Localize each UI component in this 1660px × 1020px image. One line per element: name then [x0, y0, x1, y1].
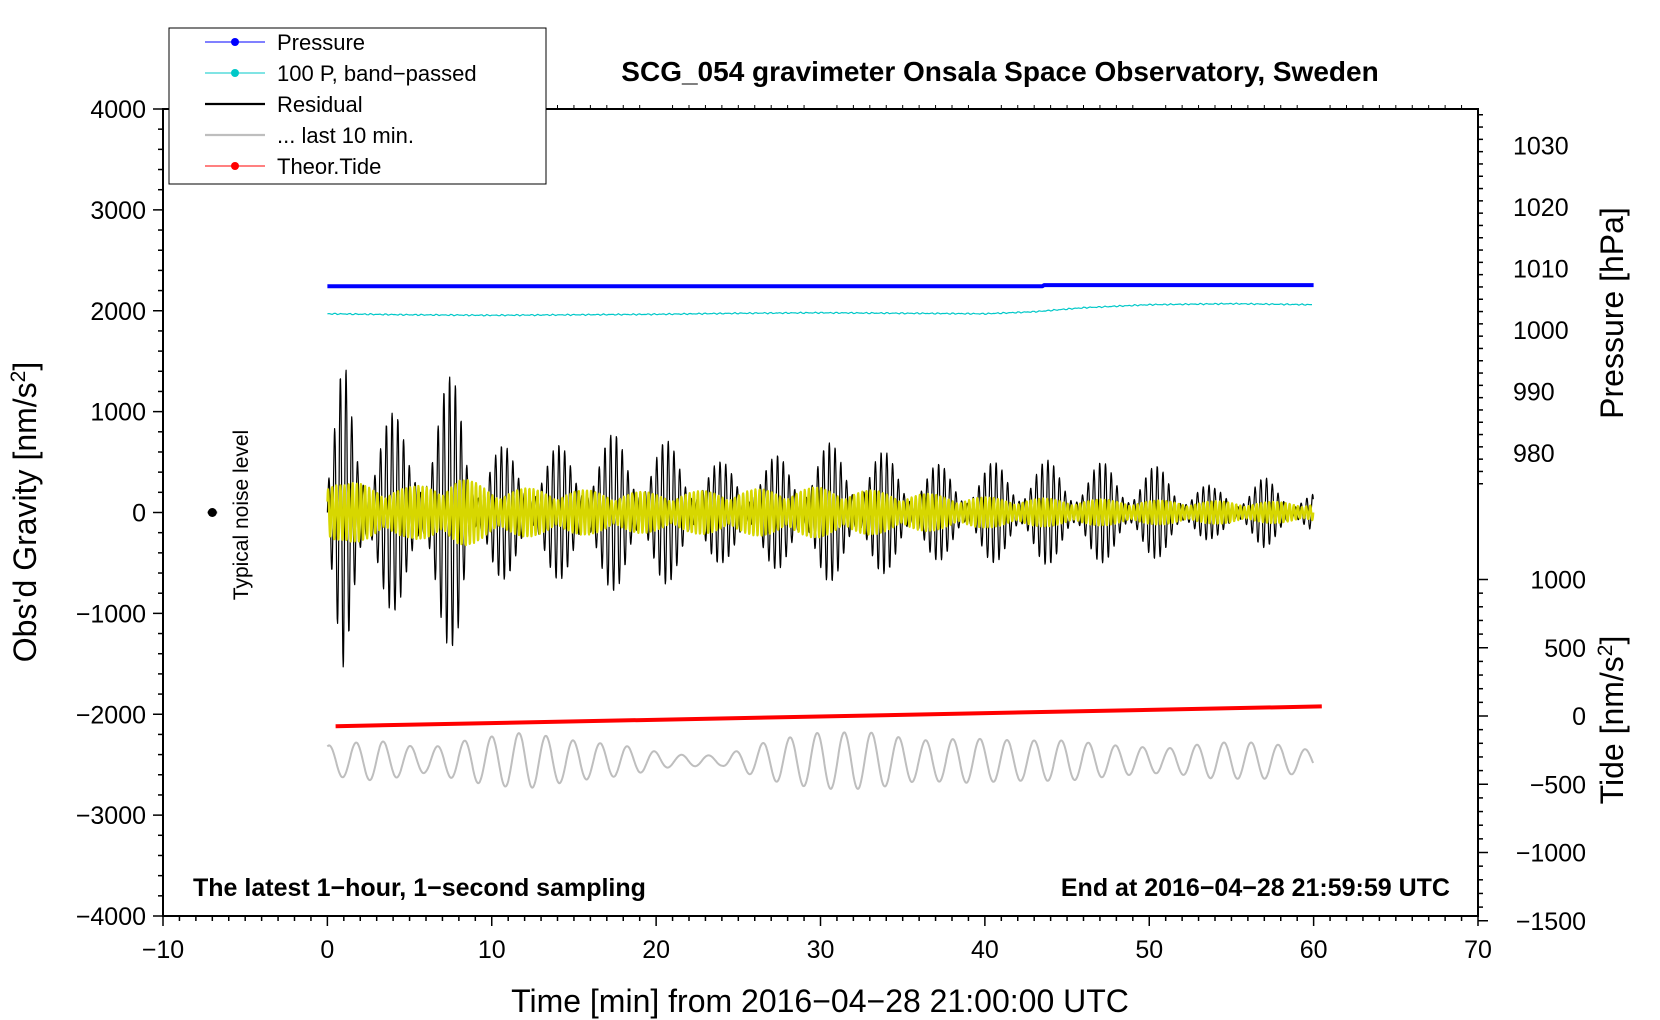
tide-tick-label: 500 [1544, 635, 1586, 663]
x-tick-label: 60 [1300, 936, 1328, 964]
x-tick-label: 70 [1464, 936, 1492, 964]
legend-box [168, 27, 547, 185]
series-residual-band [326, 479, 1315, 547]
pressure-tick-label: 1000 [1513, 317, 1569, 345]
x-axis-title: Time [min] from 2016−04−28 21:00:00 UTC [511, 983, 1129, 1019]
pressure-tick-label: 1030 [1513, 133, 1569, 161]
x-tick-label: 30 [807, 936, 835, 964]
legend-label: Theor.Tide [277, 154, 381, 179]
chart-title: SCG_054 gravimeter Onsala Space Observat… [621, 56, 1378, 87]
y-axis-left-title-sup: 2 [7, 371, 30, 383]
pressure-tick-label: 990 [1513, 379, 1555, 407]
pressure-tick-label: 1020 [1513, 194, 1569, 222]
series-pressure [327, 283, 1314, 289]
y-axis-tide-title-sup: 2 [1594, 645, 1617, 657]
bottom-right-note: End at 2016−04−28 21:59:59 UTC [1061, 874, 1450, 902]
tide-tick-label: 1000 [1530, 567, 1586, 595]
legend-items: Pressure 100 P, band−passed Residual ... la… [205, 30, 477, 179]
x-tick-label: 40 [971, 936, 999, 964]
y-tick-label: −3000 [76, 802, 146, 830]
series-pressure-bandpassed [327, 302, 1312, 317]
x-tick-label: 50 [1135, 936, 1163, 964]
y-tick-label: 0 [132, 500, 146, 528]
legend: Pressure 100 P, band−passed Residual ... la… [168, 27, 547, 185]
y-tick-label: 4000 [90, 96, 146, 124]
noise-level-marker [207, 508, 217, 517]
y-tick-label: −1000 [76, 600, 146, 628]
legend-label: ... last 10 min. [277, 123, 414, 148]
series-last-10-min [326, 731, 1315, 790]
axis-ticks: −10 0 10 20 30 40 50 60 70−4000−3000−2000−100001… [76, 96, 1586, 964]
y-axis-tide-title: Tide [nm/s2] [1594, 636, 1631, 805]
y-tick-label: 1000 [90, 399, 146, 427]
tide-tick-label: −1500 [1516, 908, 1586, 936]
legend-marker [231, 162, 239, 170]
y-tick-label: −4000 [76, 903, 146, 931]
y-tick-label: −2000 [76, 701, 146, 729]
x-tick-label: 10 [478, 936, 506, 964]
tide-tick-label: −1000 [1516, 840, 1586, 868]
series-theor-tide [335, 704, 1322, 729]
noise-level-label: Typical noise level [230, 430, 253, 600]
legend-label: Pressure [277, 30, 365, 55]
tide-tick-label: 0 [1572, 703, 1586, 731]
pressure-tick-label: 980 [1513, 440, 1555, 468]
legend-label: Residual [277, 92, 363, 117]
series-layer [207, 283, 1322, 790]
y-axis-left-title: Obs'd Gravity [nm/s2] [7, 362, 44, 663]
y-axis-pressure-title: Pressure [hPa] [1594, 207, 1630, 419]
x-tick-label: 0 [320, 936, 334, 964]
tide-tick-label: −500 [1530, 771, 1586, 799]
legend-marker [231, 38, 239, 46]
legend-marker [231, 69, 239, 77]
x-tick-label: 20 [642, 936, 670, 964]
legend-label: 100 P, band−passed [277, 61, 477, 86]
y-tick-label: 3000 [90, 197, 146, 225]
y-tick-label: 2000 [90, 298, 146, 326]
pressure-tick-label: 1010 [1513, 256, 1569, 284]
bottom-left-note: The latest 1−hour, 1−second sampling [193, 874, 646, 902]
x-tick-label: −10 [142, 936, 184, 964]
